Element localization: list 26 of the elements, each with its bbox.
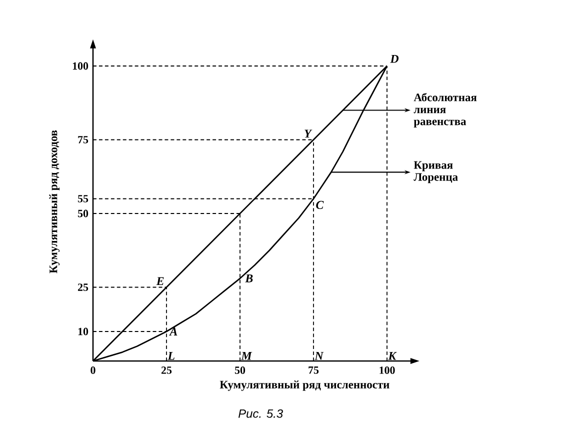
y-tick-label: 100 <box>72 62 88 70</box>
x-tick-label: 75 <box>308 366 319 374</box>
y-tick-label: 75 <box>78 136 88 144</box>
x-tick-label: 25 <box>161 366 172 374</box>
x-tick-label: 0 <box>90 366 96 374</box>
annotation: Кривая Лоренца <box>414 161 458 184</box>
annotation: A <box>169 328 178 336</box>
y-tick-label: 10 <box>78 328 88 336</box>
annotation: C <box>316 200 324 209</box>
x-tick-label: 100 <box>380 366 395 374</box>
x-tick-label: 50 <box>234 366 246 374</box>
x-axis-title: Кумулятивный ряд численности <box>220 380 390 391</box>
annotation: M <box>241 352 252 360</box>
annotation: D <box>390 54 399 63</box>
y-tick-label: 50 <box>78 210 88 218</box>
annotation: N <box>314 352 324 360</box>
text: Рис. 5.3 <box>238 409 283 418</box>
annotation: K <box>388 352 397 360</box>
annotation: Абсолютная линия равенства <box>414 92 477 128</box>
annotation: L <box>168 352 174 360</box>
y-axis-title: Кумулятивный ряд доходов <box>49 130 60 274</box>
y-tick-label: 25 <box>78 284 88 291</box>
annotation: Y <box>304 130 312 138</box>
y-tick-label: 55 <box>78 195 88 202</box>
annotation: E <box>156 277 164 286</box>
annotation: B <box>245 274 253 282</box>
